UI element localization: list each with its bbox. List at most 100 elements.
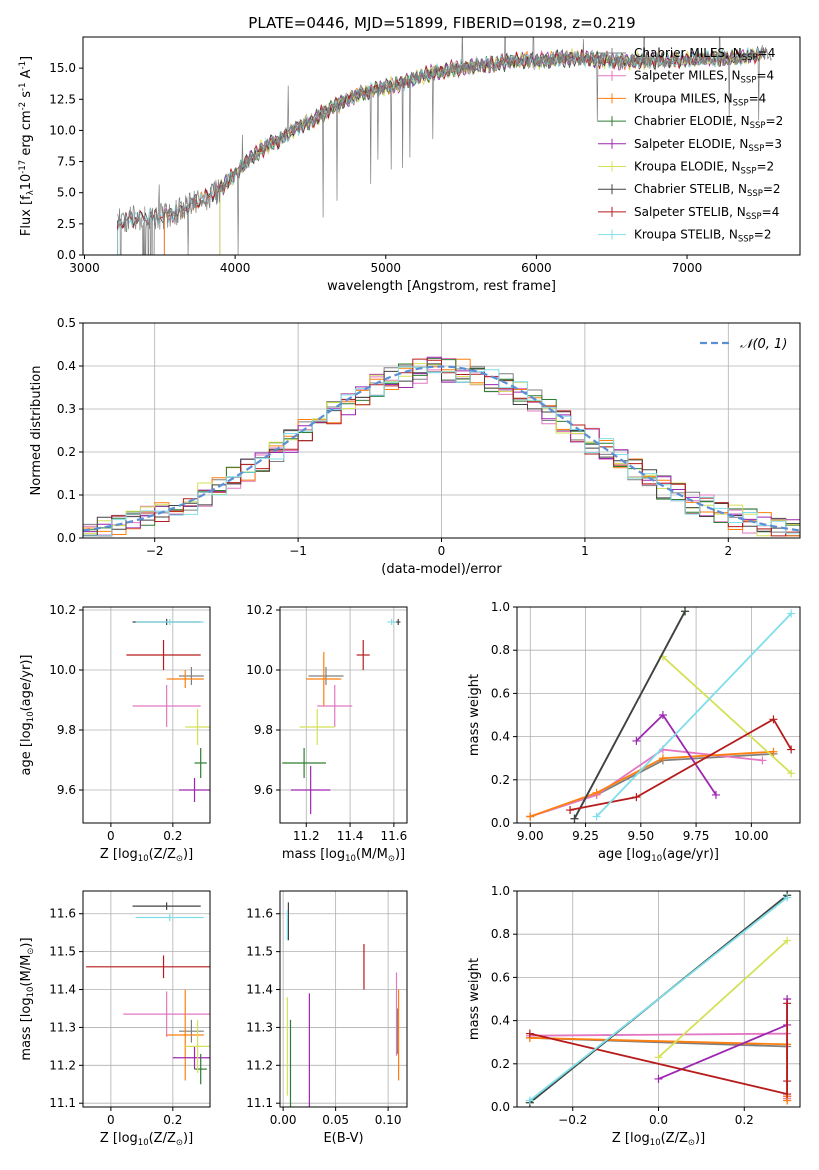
y-tick-label: 11.2	[246, 1058, 273, 1072]
x-tick-label: 11.6	[381, 829, 408, 843]
x-tick-label: 6000	[521, 261, 552, 275]
y-tick-label: 0.2	[491, 1057, 510, 1071]
chart-residuals: −2 −1 0 1 2 0.0 0.1 0.2 0.3 0.4 0.5 (data-model)/er…	[29, 316, 801, 577]
y-tick-label: 0.8	[491, 643, 510, 657]
x-tick-label: 9.75	[683, 829, 710, 843]
y-tick-label: 0.6	[491, 686, 510, 700]
chart-ebv-mass: 0.00 0.05 0.10 11.1 11.2 11.3 11.4 11.5 11.6 E(B-…	[246, 890, 408, 1146]
y-tick-label: 9.8	[254, 723, 273, 737]
x-tick-label: −2	[146, 544, 164, 558]
x-tick-label: 0	[107, 829, 115, 843]
plot-area	[286, 902, 400, 1107]
x-tick-label: 0.2	[735, 1113, 754, 1127]
weight-line	[529, 750, 774, 818]
x-tick-label: 9.00	[517, 829, 544, 843]
y-tick-label: 0.6	[491, 970, 510, 984]
weight-point-marker	[592, 812, 601, 821]
y-tick-label: 11.3	[49, 1020, 76, 1034]
x-axis-label: age [log10(age/yr)]	[598, 847, 719, 864]
weight-point-marker	[783, 1090, 792, 1099]
y-tick-label: 11.2	[49, 1058, 76, 1072]
axes-frame	[279, 890, 408, 1108]
y-tick-label: 10.2	[246, 603, 273, 617]
y-tick-label: 0.4	[491, 730, 510, 744]
weight-line	[529, 1003, 788, 1096]
weight-point-marker	[526, 812, 535, 821]
weight-point-marker	[654, 1074, 663, 1083]
weight-point-marker	[632, 793, 641, 802]
y-axis-label: mass [log10(M/M⊙)]	[19, 937, 36, 1060]
chart-mass-age: 11.2 11.4 11.6 9.6 9.8 10.0 10.2 mass [log10(M/…	[246, 603, 408, 864]
weight-point-marker	[525, 1096, 534, 1105]
x-tick-label: 0.2	[163, 1113, 182, 1127]
x-tick-label: 2	[724, 544, 732, 558]
y-tick-label: 0.0	[491, 816, 510, 830]
y-tick-label: 0.0	[57, 248, 76, 262]
plot-area	[525, 891, 792, 1107]
x-tick-label: 11.4	[337, 829, 364, 843]
residual-histogram	[83, 358, 800, 537]
y-tick-label: 1.0	[491, 884, 510, 898]
legend-entry: 𝒩(0, 1)	[740, 337, 787, 352]
axes-frame	[279, 606, 408, 824]
y-tick-label: 11.1	[246, 1096, 273, 1110]
axes-frame	[82, 890, 211, 1108]
legend-entry: Salpeter STELIB, NSSP=4	[634, 205, 779, 222]
weight-point-marker	[769, 747, 778, 756]
y-tick-label: 9.8	[57, 723, 76, 737]
residual-histogram	[83, 366, 800, 537]
x-tick-label: 3000	[69, 261, 100, 275]
x-tick-label: 0.0	[649, 1113, 668, 1127]
weight-point-marker	[783, 893, 792, 902]
plot-area	[86, 902, 210, 1085]
plot-area	[526, 607, 796, 823]
x-axis-label: Z [log10(Z/Z⊙)]	[100, 1131, 193, 1148]
legend-entry: Salpeter MILES, NSSP=4	[634, 69, 774, 86]
legend-entry: Chabrier ELODIE, NSSP=2	[634, 114, 783, 131]
x-tick-label: 0	[438, 544, 446, 558]
normal-reference-curve	[83, 365, 800, 532]
x-tick-label: 5000	[370, 261, 401, 275]
y-tick-label: 0.4	[491, 1014, 510, 1028]
y-tick-label: 11.4	[246, 983, 273, 997]
y-tick-label: 11.6	[246, 907, 273, 921]
y-axis-label: Normed distribution	[29, 366, 44, 496]
weight-point-marker	[787, 769, 796, 778]
model-spectrum-line	[117, 44, 766, 255]
y-tick-label: 10.2	[49, 603, 76, 617]
y-tick-label: 15.0	[49, 61, 76, 75]
axes-frame	[82, 606, 211, 824]
weight-point-marker	[658, 754, 667, 763]
y-tick-label: 11.5	[49, 945, 76, 959]
weight-point-marker	[632, 736, 641, 745]
y-tick-label: 2.5	[57, 217, 76, 231]
weight-point-marker	[783, 999, 792, 1008]
x-tick-label: 0.05	[322, 1113, 349, 1127]
x-tick-label: 9.25	[572, 829, 599, 843]
x-tick-label: 0.2	[163, 829, 182, 843]
y-axis-label: mass weight	[467, 674, 482, 756]
x-tick-label: −1	[289, 544, 307, 558]
weight-line	[595, 612, 792, 818]
x-axis-label: mass [log10(M/M⊙)]	[282, 847, 405, 864]
legend-entry: Kroupa MILES, NSSP=4	[634, 91, 766, 108]
chart-age-weight: 9.00 9.25 9.50 9.75 10.00 0.0 0.2 0.4 0.6 0.8 1.0 a…	[467, 600, 801, 864]
x-axis-label: wavelength [Angstrom, rest frame]	[327, 279, 556, 294]
y-tick-label: 11.6	[49, 907, 76, 921]
chart-Z-age: 0 0.2 9.6 9.8 10.0 10.2 Z [log10(Z/Z⊙)] age [lo…	[19, 603, 211, 864]
weight-line	[529, 896, 788, 1102]
y-tick-label: 0.3	[57, 402, 76, 416]
weight-point-marker	[525, 1029, 534, 1038]
weight-line	[662, 656, 792, 774]
weight-point-marker	[658, 711, 667, 719]
weight-point-marker	[711, 790, 720, 799]
legend-entry: Kroupa ELODIE, NSSP=2	[634, 160, 774, 177]
y-tick-label: 11.4	[49, 983, 76, 997]
x-tick-label: −0.2	[558, 1113, 587, 1127]
legend-entry: Chabrier MILES, NSSP=4	[634, 46, 775, 63]
y-tick-label: 1.0	[491, 600, 510, 614]
y-axis-label: age [log10(age/yr)]	[19, 655, 36, 776]
plot-area	[83, 356, 800, 537]
weight-line	[569, 718, 792, 811]
